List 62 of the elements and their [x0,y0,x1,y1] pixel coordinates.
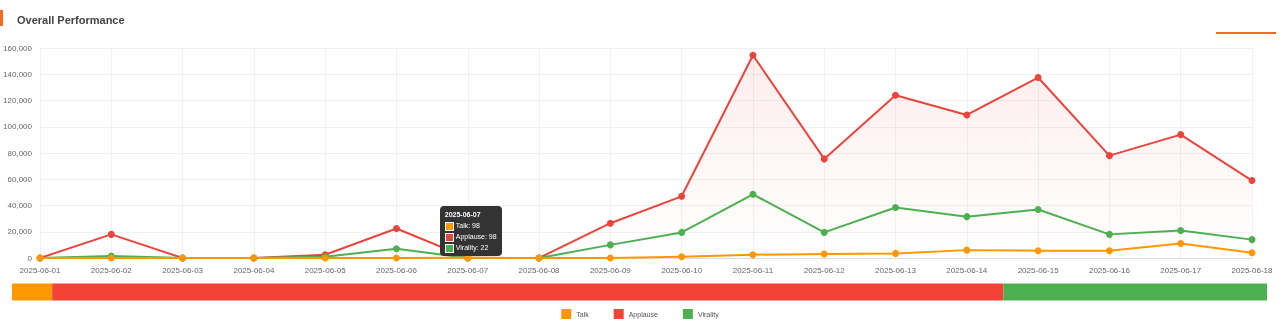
point [1248,236,1256,244]
point [678,192,686,200]
point [392,224,400,232]
point [749,190,757,198]
x-tick-label: 2025-06-09 [589,265,632,275]
x-tick-label: 2025-06-15 [1017,265,1060,275]
point [963,213,971,221]
point [1034,74,1042,82]
point [1177,226,1185,234]
point [749,251,757,259]
y-tick-label: 80,000 [7,148,33,158]
x-tick-label: 2025-06-01 [19,265,62,275]
point [678,253,686,261]
point [963,246,971,254]
y-tick-label: 60,000 [7,174,33,184]
x-tick-label: 2025-06-06 [376,265,418,275]
point [1034,205,1042,213]
point [892,91,900,99]
point [678,228,686,236]
point [820,228,828,236]
point [820,250,828,258]
point [1034,247,1042,255]
point [606,254,614,262]
x-tick-label: 2025-06-08 [518,265,561,275]
chart-title: Overall Performance [17,13,125,26]
x-tick-label: 2025-06-14 [946,265,988,275]
x-tick-label: 2025-06-12 [803,265,846,275]
point [392,245,400,253]
x-tick-label: 2025-06-04 [233,265,275,275]
point [606,241,614,249]
x-tick-label: 2025-06-10 [661,265,703,275]
point [820,155,828,163]
y-tick-label: 20,000 [7,227,33,237]
x-tick-label: 2025-06-05 [304,265,347,275]
y-tick-label: 40,000 [7,201,33,210]
x-tick-label: 2025-06-17 [1160,265,1202,275]
x-tick-label: 2025-06-13 [875,265,917,275]
y-tick-label: 100,000 [3,122,33,132]
point [1248,177,1256,185]
x-tick-label: 2025-06-03 [162,265,204,275]
x-tick-label: 2025-06-02 [90,265,133,275]
point [892,203,900,211]
x-tick-label: 2025-06-18 [1231,265,1274,275]
point [1177,131,1185,139]
x-tick-label: 2025-06-07 [447,265,489,275]
point [392,254,400,262]
point [1177,240,1185,248]
point [107,230,115,238]
point [892,249,900,257]
point [606,219,614,227]
point [749,51,757,59]
y-tick-label: 0 [27,253,33,263]
point [1248,249,1256,257]
y-tick-label: 140,000 [3,69,33,79]
y-tick-label: 120,000 [3,96,33,105]
x-tick-label: 2025-06-11 [732,265,774,275]
y-tick-label: 160,000 [3,43,33,53]
point [1105,152,1113,160]
point [963,111,971,119]
point [1105,247,1113,255]
x-tick-label: 2025-06-16 [1088,265,1131,275]
point [1105,230,1113,238]
